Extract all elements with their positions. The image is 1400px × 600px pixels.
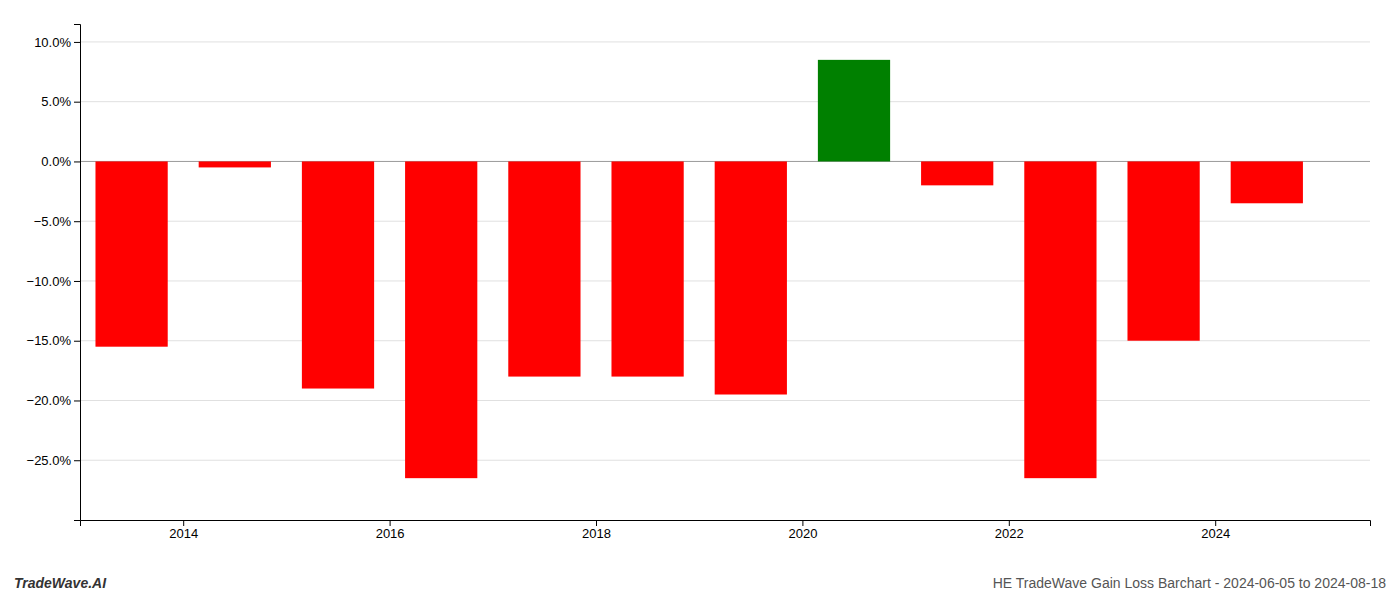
x-tick-mark	[1215, 520, 1216, 526]
y-tick: 10.0%	[34, 35, 80, 50]
bar	[921, 161, 993, 185]
x-tick: 2016	[376, 520, 405, 541]
y-axis-line	[74, 25, 81, 521]
bar	[302, 161, 374, 388]
x-tick-label: 2022	[995, 526, 1024, 541]
y-tick: −20.0%	[27, 393, 80, 408]
x-tick-mark	[802, 520, 803, 526]
y-tick-label: −10.0%	[27, 274, 72, 289]
bar	[818, 60, 890, 162]
y-tick-mark	[74, 460, 80, 461]
bar	[508, 161, 580, 376]
x-tick: 2020	[788, 520, 817, 541]
bar	[199, 161, 271, 167]
x-tick: 2018	[582, 520, 611, 541]
y-tick-label: 0.0%	[41, 154, 71, 169]
x-tick: 2024	[1201, 520, 1230, 541]
y-tick-mark	[74, 400, 80, 401]
bar	[715, 161, 787, 394]
grid	[80, 42, 1370, 460]
x-tick-mark	[1009, 520, 1010, 526]
grid-line	[80, 400, 1370, 401]
x-axis-line	[81, 521, 1371, 527]
y-tick: −5.0%	[34, 214, 80, 229]
bar	[1127, 161, 1199, 340]
y-tick: −25.0%	[27, 453, 80, 468]
y-tick-mark	[74, 161, 80, 162]
y-tick: −15.0%	[27, 333, 80, 348]
x-axis: 2014 2016 2018 2020 2022 2024	[81, 520, 1371, 541]
y-tick-label: −5.0%	[34, 214, 72, 229]
y-tick: 0.0%	[41, 154, 80, 169]
y-tick-mark	[74, 102, 80, 103]
footer-right: HE TradeWave Gain Loss Barchart - 2024-0…	[993, 575, 1386, 591]
bar	[1024, 161, 1096, 478]
y-tick-label: 10.0%	[34, 35, 71, 50]
x-tick-mark	[390, 520, 391, 526]
y-tick-mark	[74, 221, 80, 222]
y-tick-mark	[74, 341, 80, 342]
y-tick-mark	[74, 281, 80, 282]
y-tick-label: 5.0%	[41, 94, 71, 109]
x-tick-label: 2020	[788, 526, 817, 541]
x-tick-label: 2024	[1201, 526, 1230, 541]
y-tick: −10.0%	[27, 274, 80, 289]
grid-line	[80, 41, 1370, 42]
x-tick-label: 2018	[582, 526, 611, 541]
footer: TradeWave.AI HE TradeWave Gain Loss Barch…	[14, 575, 1386, 591]
bar	[1231, 161, 1303, 203]
bar	[405, 161, 477, 478]
x-tick-mark	[183, 520, 184, 526]
x-tick-label: 2014	[169, 526, 198, 541]
y-tick-label: −15.0%	[27, 333, 72, 348]
y-axis: −25.0% −20.0% −15.0% −10.0% −5.0% 0.0% 5.0% 10.…	[27, 25, 81, 521]
footer-left: TradeWave.AI	[14, 575, 107, 591]
bar	[95, 161, 167, 346]
x-tick: 2014	[169, 520, 198, 541]
y-tick-label: −20.0%	[27, 393, 72, 408]
grid-line	[80, 101, 1370, 102]
x-tick: 2022	[995, 520, 1024, 541]
chart: 2014 2016 2018 2020 2022 2024 −25.0% −20.0% −15.…	[0, 0, 1400, 600]
x-tick-mark	[596, 520, 597, 526]
bars	[95, 60, 1302, 478]
y-tick-label: −25.0%	[27, 453, 72, 468]
y-tick: 5.0%	[41, 94, 80, 109]
grid-line	[80, 460, 1370, 461]
bar	[611, 161, 683, 376]
y-tick-mark	[74, 42, 80, 43]
x-tick-label: 2016	[376, 526, 405, 541]
